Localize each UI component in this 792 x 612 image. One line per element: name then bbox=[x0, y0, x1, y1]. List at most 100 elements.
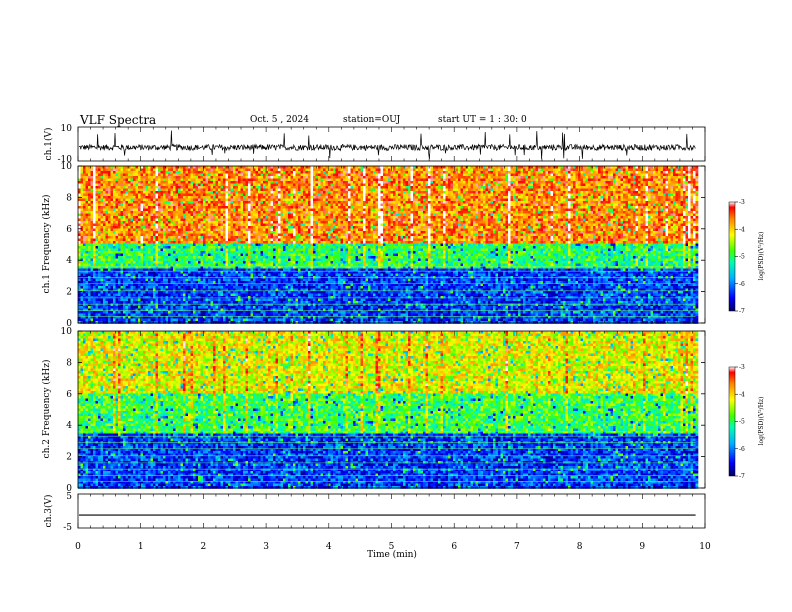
spec1-cell bbox=[216, 309, 219, 312]
spec1-cell bbox=[113, 199, 116, 202]
spec1-cell bbox=[253, 234, 256, 237]
spec1-cell bbox=[88, 181, 91, 184]
spec1-cell bbox=[116, 184, 119, 187]
spec1-cell bbox=[183, 169, 186, 172]
spec1-cell bbox=[166, 309, 169, 312]
spec1-cell bbox=[88, 171, 91, 174]
spec1-cell bbox=[98, 221, 101, 224]
spec1-cell bbox=[111, 204, 114, 207]
spec1-cell bbox=[226, 301, 229, 304]
spec1-cell bbox=[103, 174, 106, 177]
spec1-cell bbox=[88, 191, 91, 194]
spec1-cell bbox=[81, 301, 84, 304]
spec1-cell bbox=[123, 186, 126, 189]
spec1-cell bbox=[146, 214, 149, 217]
spec1-cell bbox=[133, 251, 136, 254]
spec1-cell bbox=[138, 294, 141, 297]
spec1-cell bbox=[156, 226, 159, 229]
spec1-cell bbox=[128, 261, 131, 264]
spec1-cell bbox=[143, 296, 146, 299]
spec1-cell bbox=[141, 209, 144, 212]
spec1-cell bbox=[196, 249, 199, 252]
spec1-cell bbox=[258, 241, 261, 244]
spec1-cell bbox=[201, 186, 204, 189]
spec1-cell bbox=[208, 246, 211, 249]
spec1-cell bbox=[226, 224, 229, 227]
spec1-cell bbox=[228, 194, 231, 197]
spec1-cell bbox=[216, 216, 219, 219]
spec1-cell bbox=[101, 309, 104, 312]
spec1-cell bbox=[198, 281, 201, 284]
spec1-cell bbox=[118, 314, 121, 317]
spec1-cell bbox=[111, 221, 114, 224]
spec1-cell bbox=[226, 294, 229, 297]
spec1-cell bbox=[158, 216, 161, 219]
spec1-cell bbox=[181, 239, 184, 242]
spec1-cell bbox=[221, 264, 224, 267]
spec1-cell bbox=[263, 224, 266, 227]
spec1-cell bbox=[191, 221, 194, 224]
spec1-cell bbox=[201, 206, 204, 209]
spec1-cell bbox=[211, 264, 214, 267]
spec1-cell bbox=[91, 249, 94, 252]
spec1-cell bbox=[131, 199, 134, 202]
spec1-cell bbox=[188, 249, 191, 252]
spec1-cell bbox=[143, 206, 146, 209]
spec1-cell bbox=[88, 221, 91, 224]
spec1-cell bbox=[151, 296, 154, 299]
spec1-cell bbox=[158, 269, 161, 272]
spec1-cell bbox=[198, 239, 201, 242]
spec1-cell bbox=[81, 251, 84, 254]
spec1-cell bbox=[246, 241, 249, 244]
spec1-cell bbox=[93, 291, 96, 294]
spec1-cell bbox=[78, 301, 81, 304]
spec1-cell bbox=[216, 241, 219, 244]
spec1-cell bbox=[168, 219, 171, 222]
spec1-cell bbox=[101, 204, 104, 207]
spec1-cell bbox=[158, 214, 161, 217]
spec1-cell bbox=[93, 171, 96, 174]
spec1-cell bbox=[176, 221, 179, 224]
spec1-cell bbox=[96, 226, 99, 229]
spec1-cell bbox=[228, 171, 231, 174]
spec1-cell bbox=[136, 194, 139, 197]
spec1-cell bbox=[163, 186, 166, 189]
ch1-waveform-trace bbox=[79, 131, 695, 160]
spec1-cell bbox=[248, 224, 251, 227]
spec1-cell bbox=[116, 294, 119, 297]
spec1-cell bbox=[108, 219, 111, 222]
spec1-cell bbox=[251, 251, 254, 254]
spec1-cell bbox=[113, 234, 116, 237]
spec1-cell bbox=[228, 269, 231, 272]
spec1-cell bbox=[183, 264, 186, 267]
spec1-cell bbox=[118, 254, 121, 257]
spec1-cell bbox=[88, 311, 91, 314]
spec1-cell bbox=[173, 231, 176, 234]
spec1-cell bbox=[211, 189, 214, 192]
spec1-cell bbox=[258, 234, 261, 237]
spec1-cell bbox=[233, 184, 236, 187]
spec1-cell bbox=[183, 239, 186, 242]
spec1-cell bbox=[136, 269, 139, 272]
spec1-cell bbox=[78, 281, 81, 284]
spec1-cell bbox=[133, 174, 136, 177]
ch1-ytick-top: 10 bbox=[61, 124, 73, 134]
spec1-cell bbox=[113, 249, 116, 252]
spec1-cell bbox=[213, 176, 216, 179]
spec1-cell bbox=[81, 179, 84, 182]
spec1-cell bbox=[186, 236, 189, 239]
spec1-cell bbox=[213, 239, 216, 242]
spec1-cell bbox=[166, 219, 169, 222]
spec1-cell bbox=[233, 319, 236, 322]
spec1-cell bbox=[196, 244, 199, 247]
spec1-cell bbox=[178, 294, 181, 297]
spec1-cell bbox=[153, 214, 156, 217]
spec1-cell bbox=[213, 179, 216, 182]
spec1-cell bbox=[156, 186, 159, 189]
spec1-cell bbox=[111, 191, 114, 194]
spec1-cell bbox=[208, 216, 211, 219]
spec1-cell bbox=[96, 309, 99, 312]
spec1-cell bbox=[98, 224, 101, 227]
spec1-cell bbox=[121, 206, 124, 209]
spec1-cell bbox=[106, 199, 109, 202]
